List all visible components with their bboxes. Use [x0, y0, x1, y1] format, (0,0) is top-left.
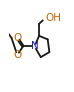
Text: OH: OH — [45, 13, 61, 23]
Text: N: N — [31, 41, 38, 51]
Text: O: O — [13, 50, 21, 60]
Text: O: O — [13, 33, 21, 43]
